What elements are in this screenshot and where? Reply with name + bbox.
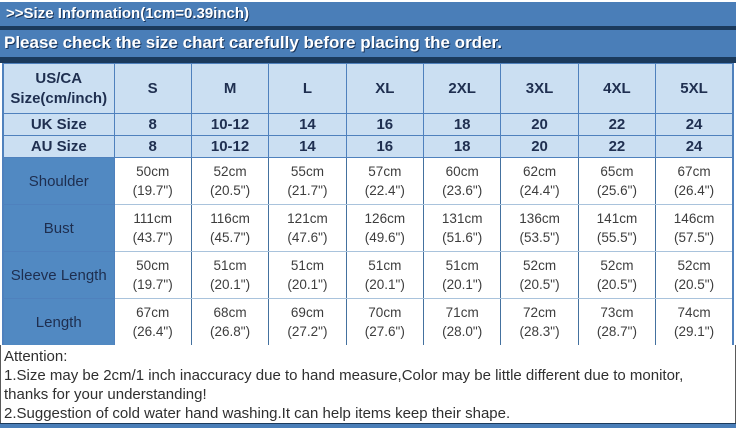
au-size-value: 18	[422, 135, 502, 158]
header-size-2xl: 2XL	[422, 63, 502, 114]
bust-value: 111cm (43.7")	[113, 204, 192, 252]
shoulder-value: 62cm (24.4")	[500, 157, 579, 205]
sleeve-length-label: Sleeve Length	[2, 251, 115, 299]
uk-size-value: 20	[500, 113, 579, 136]
shoulder-value: 60cm (23.6")	[422, 157, 502, 205]
uk-size-value: 22	[577, 113, 657, 136]
shoulder-value: 55cm (21.7")	[268, 157, 347, 205]
size-chart-notice: Please check the size chart carefully be…	[0, 30, 736, 63]
length-value: 68cm (26.8")	[190, 298, 270, 346]
header-size-5xl: 5XL	[655, 63, 734, 114]
bottom-divider-bar	[0, 423, 736, 428]
size-chart-table: US/CA Size(cm/inch) S M L XL 2XL 3XL 4XL…	[2, 63, 734, 346]
sleeve-length-value: 52cm (20.5")	[500, 251, 579, 299]
size-information-title: >>Size Information(1cm=0.39inch)	[0, 2, 736, 30]
uk-size-row: UK Size 8 10-12 14 16 18 20 22 24	[2, 113, 734, 136]
au-size-value: 14	[268, 135, 347, 158]
sleeve-length-value: 51cm (20.1")	[268, 251, 347, 299]
sleeve-length-row: Sleeve Length 50cm (19.7") 51cm (20.1") 51…	[2, 251, 734, 299]
bust-row: Bust 111cm (43.7") 116cm (45.7") 121cm (47.…	[2, 204, 734, 252]
attention-note: Attention: 1.Size may be 2cm/1 inch inac…	[0, 345, 736, 423]
header-size-l: L	[268, 63, 347, 114]
sleeve-length-value: 50cm (19.7")	[113, 251, 192, 299]
uk-size-value: 8	[113, 113, 192, 136]
header-size-s: S	[113, 63, 192, 114]
table-header-row: US/CA Size(cm/inch) S M L XL 2XL 3XL 4XL…	[2, 63, 734, 114]
length-value: 74cm (29.1")	[655, 298, 734, 346]
au-size-row: AU Size 8 10-12 14 16 18 20 22 24	[2, 135, 734, 158]
bust-value: 141cm (55.5")	[577, 204, 657, 252]
length-value: 71cm (28.0")	[422, 298, 502, 346]
header-size-4xl: 4XL	[577, 63, 657, 114]
sleeve-length-value: 51cm (20.1")	[345, 251, 425, 299]
au-size-value: 22	[577, 135, 657, 158]
header-size-xl: XL	[345, 63, 425, 114]
shoulder-value: 52cm (20.5")	[190, 157, 270, 205]
uk-size-value: 16	[345, 113, 425, 136]
shoulder-value: 57cm (22.4")	[345, 157, 425, 205]
sleeve-length-value: 51cm (20.1")	[422, 251, 502, 299]
length-value: 67cm (26.4")	[113, 298, 192, 346]
shoulder-value: 67cm (26.4")	[655, 157, 734, 205]
bust-value: 136cm (53.5")	[500, 204, 579, 252]
length-value: 70cm (27.6")	[345, 298, 425, 346]
bust-value: 131cm (51.6")	[422, 204, 502, 252]
au-size-value: 24	[655, 135, 734, 158]
au-size-value: 10-12	[190, 135, 270, 158]
length-row: Length 67cm (26.4") 68cm (26.8") 69cm (27.2…	[2, 298, 734, 346]
length-value: 73cm (28.7")	[577, 298, 657, 346]
sleeve-length-value: 52cm (20.5")	[655, 251, 734, 299]
sleeve-length-value: 51cm (20.1")	[190, 251, 270, 299]
header-size-m: M	[190, 63, 270, 114]
bust-value: 126cm (49.6")	[345, 204, 425, 252]
attention-line-3: 2.Suggestion of cold water hand washing.…	[4, 405, 511, 422]
sleeve-length-value: 52cm (20.5")	[577, 251, 657, 299]
length-label: Length	[2, 298, 115, 346]
shoulder-label: Shoulder	[2, 157, 115, 205]
header-size-3xl: 3XL	[500, 63, 579, 114]
shoulder-value: 65cm (25.6")	[577, 157, 657, 205]
attention-title: Attention:	[4, 348, 68, 365]
header-us-ca-size: US/CA Size(cm/inch)	[2, 63, 115, 114]
bust-value: 146cm (57.5")	[655, 204, 734, 252]
attention-line-1: 1.Size may be 2cm/1 inch inaccuracy due …	[4, 367, 684, 384]
uk-size-value: 10-12	[190, 113, 270, 136]
attention-line-2: thanks for your understanding!	[4, 386, 207, 403]
au-size-label: AU Size	[2, 135, 115, 158]
shoulder-row: Shoulder 50cm (19.7") 52cm (20.5") 55cm (21…	[2, 157, 734, 205]
length-value: 72cm (28.3")	[500, 298, 579, 346]
uk-size-value: 18	[422, 113, 502, 136]
shoulder-value: 50cm (19.7")	[113, 157, 192, 205]
bust-label: Bust	[2, 204, 115, 252]
au-size-value: 8	[113, 135, 192, 158]
length-value: 69cm (27.2")	[268, 298, 347, 346]
bust-value: 121cm (47.6")	[268, 204, 347, 252]
uk-size-value: 24	[655, 113, 734, 136]
uk-size-value: 14	[268, 113, 347, 136]
uk-size-label: UK Size	[2, 113, 115, 136]
bust-value: 116cm (45.7")	[190, 204, 270, 252]
au-size-value: 16	[345, 135, 425, 158]
au-size-value: 20	[500, 135, 579, 158]
